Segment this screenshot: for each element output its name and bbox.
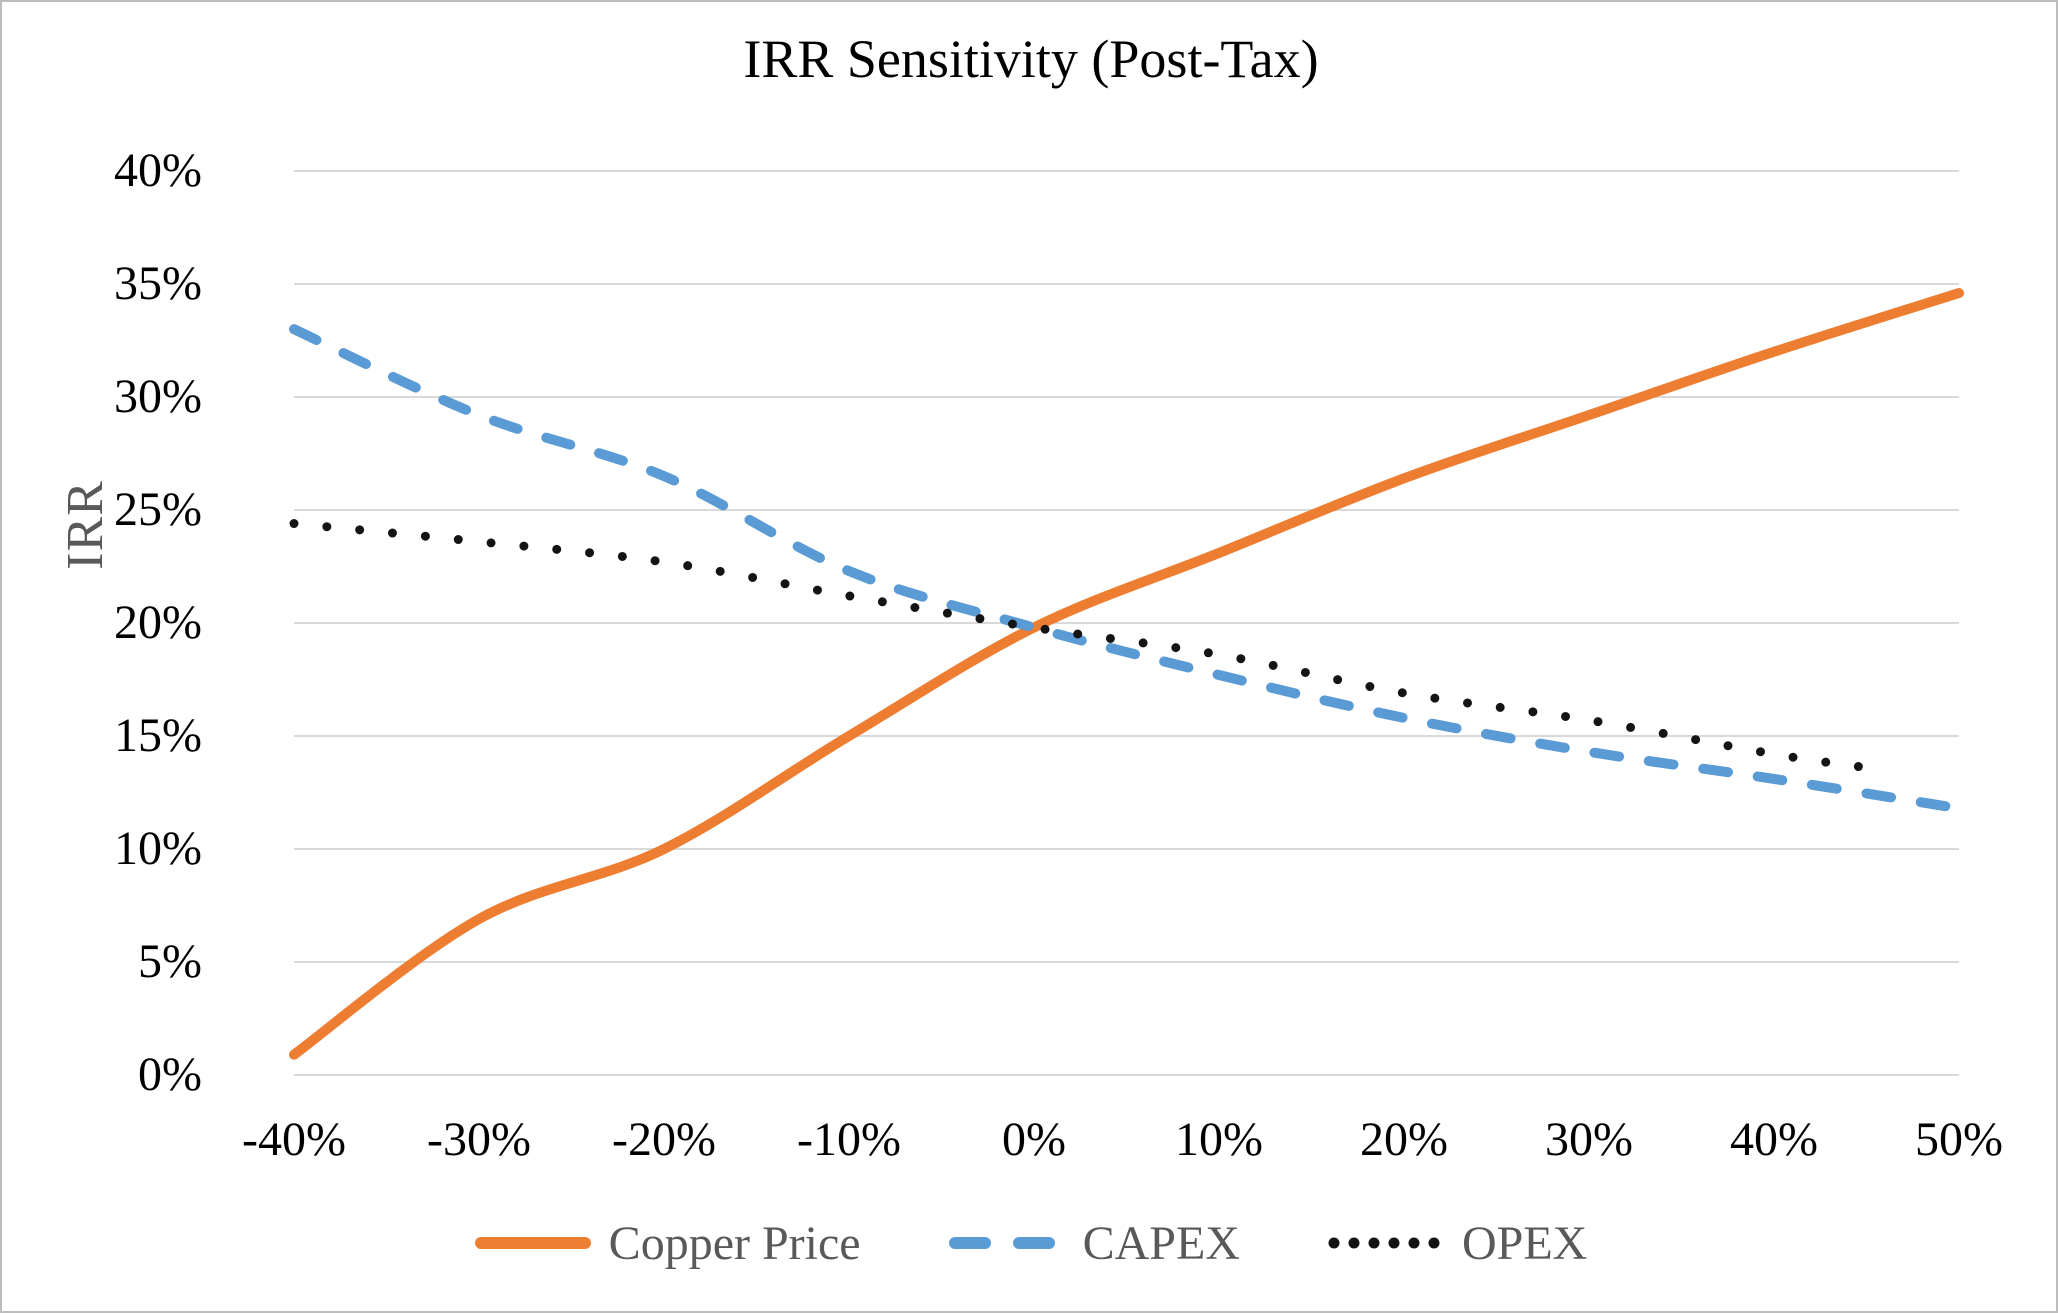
y-tick-label: 20%	[114, 596, 202, 649]
y-tick-label: 25%	[114, 483, 202, 536]
opex-dotted-line-swatch-icon	[1328, 1237, 1444, 1249]
x-tick-label: -20%	[612, 1113, 716, 1166]
y-tick-label: 0%	[138, 1048, 202, 1101]
x-tick-label: 30%	[1545, 1113, 1633, 1166]
chart-title: IRR Sensitivity (Post-Tax)	[743, 29, 1319, 89]
x-tick-label: 50%	[1915, 1113, 2003, 1166]
series-line-copper-price	[289, 288, 1964, 1060]
x-tick-label: 20%	[1360, 1113, 1448, 1166]
x-tick-label: 40%	[1730, 1113, 1818, 1166]
legend: Copper Price CAPEX OPEX	[2, 1200, 2056, 1286]
y-tick-label: 15%	[114, 709, 202, 762]
x-tick-label: -10%	[797, 1113, 901, 1166]
x-tick-label: 0%	[1002, 1113, 1066, 1166]
x-tick-label: -40%	[242, 1113, 346, 1166]
copper-price-line-swatch-icon	[474, 1237, 591, 1249]
series-line-opex	[289, 519, 1871, 773]
legend-label-capex: CAPEX	[1082, 1216, 1240, 1270]
y-tick-label: 35%	[114, 257, 202, 310]
legend-item-opex: OPEX	[1328, 1216, 1587, 1271]
legend-item-capex: CAPEX	[948, 1216, 1240, 1271]
legend-item-copper-price: Copper Price	[474, 1216, 861, 1271]
x-tick-label: 10%	[1175, 1113, 1263, 1166]
legend-label-opex: OPEX	[1461, 1216, 1588, 1270]
y-tick-label: 5%	[138, 935, 202, 988]
y-tick-label: 40%	[114, 144, 202, 197]
legend-label-copper-price: Copper Price	[608, 1216, 861, 1270]
y-tick-label: 30%	[114, 370, 202, 423]
y-tick-label: 10%	[114, 822, 202, 875]
series-line-capex	[289, 324, 1964, 814]
capex-dashed-line-swatch-icon	[948, 1237, 1065, 1249]
x-tick-label: -30%	[427, 1113, 531, 1166]
